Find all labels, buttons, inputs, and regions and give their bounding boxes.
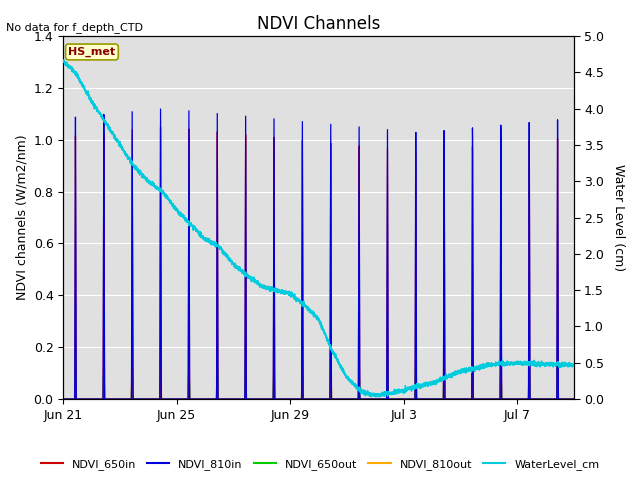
Y-axis label: NDVI channels (W/m2/nm): NDVI channels (W/m2/nm) <box>15 135 28 300</box>
Title: NDVI Channels: NDVI Channels <box>257 15 380 33</box>
Legend: NDVI_650in, NDVI_810in, NDVI_650out, NDVI_810out, WaterLevel_cm: NDVI_650in, NDVI_810in, NDVI_650out, NDV… <box>36 455 604 474</box>
Text: HS_met: HS_met <box>68 47 115 57</box>
Text: No data for f_depth_CTD: No data for f_depth_CTD <box>6 22 143 33</box>
Y-axis label: Water Level (cm): Water Level (cm) <box>612 164 625 271</box>
